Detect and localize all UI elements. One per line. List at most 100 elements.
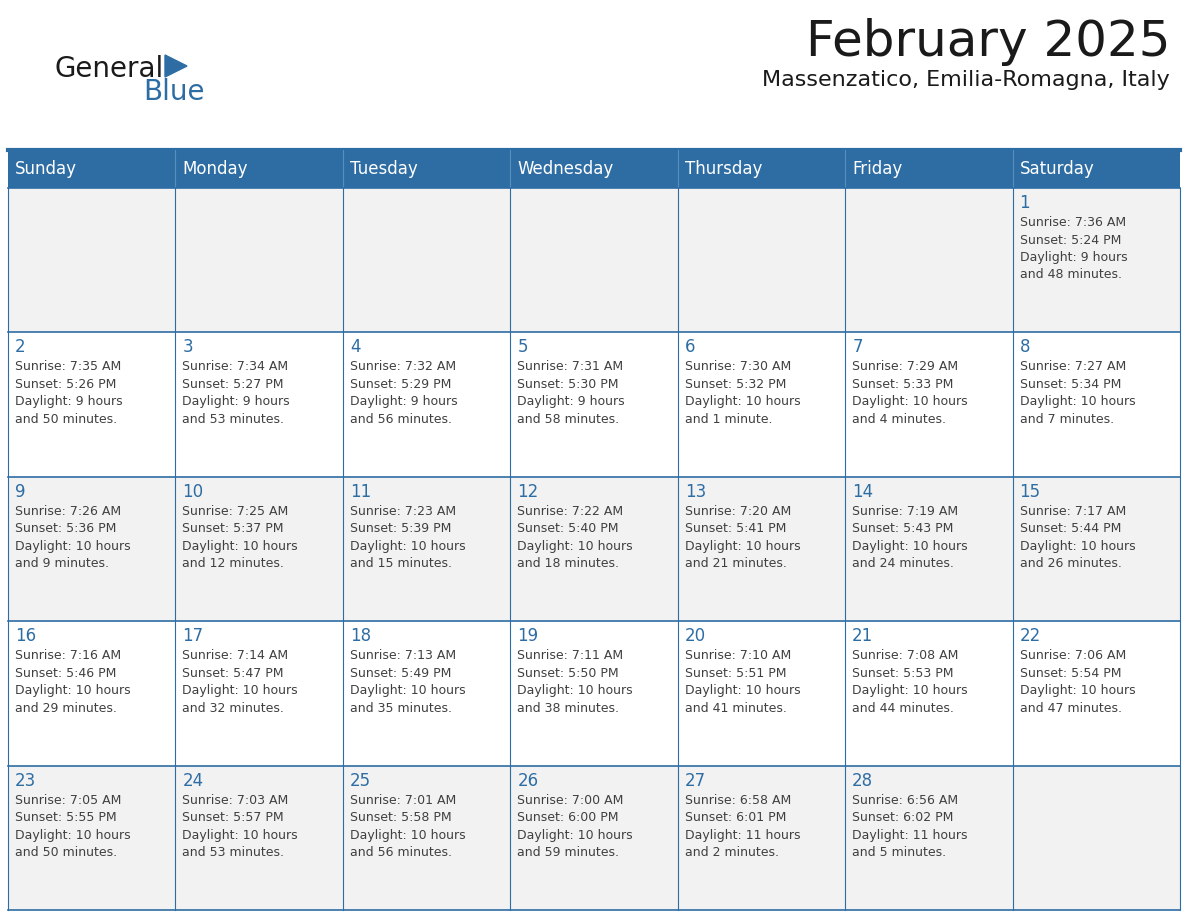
Text: Sunrise: 7:00 AM
Sunset: 6:00 PM
Daylight: 10 hours
and 59 minutes.: Sunrise: 7:00 AM Sunset: 6:00 PM Dayligh…: [517, 793, 633, 859]
Text: 11: 11: [349, 483, 371, 501]
Bar: [845, 766, 1012, 910]
Bar: [343, 621, 511, 766]
Text: Sunrise: 7:08 AM
Sunset: 5:53 PM
Daylight: 10 hours
and 44 minutes.: Sunrise: 7:08 AM Sunset: 5:53 PM Dayligh…: [852, 649, 968, 715]
Text: 5: 5: [517, 339, 527, 356]
Text: Sunrise: 7:06 AM
Sunset: 5:54 PM
Daylight: 10 hours
and 47 minutes.: Sunrise: 7:06 AM Sunset: 5:54 PM Dayligh…: [1019, 649, 1136, 715]
Bar: [677, 150, 845, 188]
Text: Sunrise: 7:35 AM
Sunset: 5:26 PM
Daylight: 9 hours
and 50 minutes.: Sunrise: 7:35 AM Sunset: 5:26 PM Dayligh…: [15, 361, 122, 426]
Text: 17: 17: [183, 627, 203, 645]
Text: 12: 12: [517, 483, 538, 501]
Text: Sunrise: 7:05 AM
Sunset: 5:55 PM
Daylight: 10 hours
and 50 minutes.: Sunrise: 7:05 AM Sunset: 5:55 PM Dayligh…: [15, 793, 131, 859]
Text: 15: 15: [1019, 483, 1041, 501]
Bar: [677, 476, 845, 621]
Text: Massenzatico, Emilia-Romagna, Italy: Massenzatico, Emilia-Romagna, Italy: [763, 70, 1170, 90]
Text: 18: 18: [349, 627, 371, 645]
Text: 13: 13: [684, 483, 706, 501]
Bar: [845, 150, 1012, 188]
Text: Sunrise: 7:19 AM
Sunset: 5:43 PM
Daylight: 10 hours
and 24 minutes.: Sunrise: 7:19 AM Sunset: 5:43 PM Dayligh…: [852, 505, 968, 570]
Text: Sunrise: 7:13 AM
Sunset: 5:49 PM
Daylight: 10 hours
and 35 minutes.: Sunrise: 7:13 AM Sunset: 5:49 PM Dayligh…: [349, 649, 466, 715]
Text: 10: 10: [183, 483, 203, 501]
Bar: [677, 188, 845, 332]
Text: 27: 27: [684, 772, 706, 789]
Text: Sunrise: 7:01 AM
Sunset: 5:58 PM
Daylight: 10 hours
and 56 minutes.: Sunrise: 7:01 AM Sunset: 5:58 PM Dayligh…: [349, 793, 466, 859]
Bar: [511, 332, 677, 476]
Bar: [845, 188, 1012, 332]
Text: 1: 1: [1019, 194, 1030, 212]
Bar: [8, 188, 176, 332]
Bar: [1012, 766, 1180, 910]
Text: 21: 21: [852, 627, 873, 645]
Bar: [511, 621, 677, 766]
Bar: [176, 766, 343, 910]
Bar: [176, 150, 343, 188]
Text: 24: 24: [183, 772, 203, 789]
Text: Sunrise: 7:11 AM
Sunset: 5:50 PM
Daylight: 10 hours
and 38 minutes.: Sunrise: 7:11 AM Sunset: 5:50 PM Dayligh…: [517, 649, 633, 715]
Bar: [8, 332, 176, 476]
Text: Sunrise: 6:58 AM
Sunset: 6:01 PM
Daylight: 11 hours
and 2 minutes.: Sunrise: 6:58 AM Sunset: 6:01 PM Dayligh…: [684, 793, 801, 859]
Text: 7: 7: [852, 339, 862, 356]
Text: Sunrise: 7:27 AM
Sunset: 5:34 PM
Daylight: 10 hours
and 7 minutes.: Sunrise: 7:27 AM Sunset: 5:34 PM Dayligh…: [1019, 361, 1136, 426]
Text: Sunrise: 7:30 AM
Sunset: 5:32 PM
Daylight: 10 hours
and 1 minute.: Sunrise: 7:30 AM Sunset: 5:32 PM Dayligh…: [684, 361, 801, 426]
Text: 8: 8: [1019, 339, 1030, 356]
Text: 28: 28: [852, 772, 873, 789]
Text: Friday: Friday: [852, 160, 903, 178]
Text: 16: 16: [15, 627, 36, 645]
Text: Sunrise: 7:20 AM
Sunset: 5:41 PM
Daylight: 10 hours
and 21 minutes.: Sunrise: 7:20 AM Sunset: 5:41 PM Dayligh…: [684, 505, 801, 570]
Bar: [845, 332, 1012, 476]
Bar: [677, 332, 845, 476]
Text: Monday: Monday: [183, 160, 248, 178]
Bar: [176, 188, 343, 332]
Bar: [343, 150, 511, 188]
Text: Sunrise: 7:25 AM
Sunset: 5:37 PM
Daylight: 10 hours
and 12 minutes.: Sunrise: 7:25 AM Sunset: 5:37 PM Dayligh…: [183, 505, 298, 570]
Bar: [677, 766, 845, 910]
Text: 4: 4: [349, 339, 360, 356]
Text: Sunrise: 7:31 AM
Sunset: 5:30 PM
Daylight: 9 hours
and 58 minutes.: Sunrise: 7:31 AM Sunset: 5:30 PM Dayligh…: [517, 361, 625, 426]
Text: Sunrise: 7:32 AM
Sunset: 5:29 PM
Daylight: 9 hours
and 56 minutes.: Sunrise: 7:32 AM Sunset: 5:29 PM Dayligh…: [349, 361, 457, 426]
Bar: [1012, 332, 1180, 476]
Text: February 2025: February 2025: [805, 18, 1170, 66]
Bar: [176, 332, 343, 476]
Bar: [845, 476, 1012, 621]
Text: 14: 14: [852, 483, 873, 501]
Text: Thursday: Thursday: [684, 160, 762, 178]
Bar: [8, 766, 176, 910]
Text: Sunrise: 7:17 AM
Sunset: 5:44 PM
Daylight: 10 hours
and 26 minutes.: Sunrise: 7:17 AM Sunset: 5:44 PM Dayligh…: [1019, 505, 1136, 570]
Bar: [343, 188, 511, 332]
Text: Sunrise: 7:34 AM
Sunset: 5:27 PM
Daylight: 9 hours
and 53 minutes.: Sunrise: 7:34 AM Sunset: 5:27 PM Dayligh…: [183, 361, 290, 426]
Bar: [343, 332, 511, 476]
Text: 23: 23: [15, 772, 37, 789]
Text: Sunrise: 7:26 AM
Sunset: 5:36 PM
Daylight: 10 hours
and 9 minutes.: Sunrise: 7:26 AM Sunset: 5:36 PM Dayligh…: [15, 505, 131, 570]
Text: Wednesday: Wednesday: [517, 160, 613, 178]
Text: 9: 9: [15, 483, 25, 501]
Text: Sunday: Sunday: [15, 160, 77, 178]
Text: Tuesday: Tuesday: [349, 160, 418, 178]
Bar: [8, 150, 176, 188]
Bar: [1012, 150, 1180, 188]
Bar: [511, 188, 677, 332]
Bar: [511, 150, 677, 188]
Text: 26: 26: [517, 772, 538, 789]
Text: Sunrise: 7:36 AM
Sunset: 5:24 PM
Daylight: 9 hours
and 48 minutes.: Sunrise: 7:36 AM Sunset: 5:24 PM Dayligh…: [1019, 216, 1127, 282]
Text: Sunrise: 7:16 AM
Sunset: 5:46 PM
Daylight: 10 hours
and 29 minutes.: Sunrise: 7:16 AM Sunset: 5:46 PM Dayligh…: [15, 649, 131, 715]
Bar: [8, 621, 176, 766]
Text: 25: 25: [349, 772, 371, 789]
Bar: [845, 621, 1012, 766]
Bar: [511, 766, 677, 910]
Text: 6: 6: [684, 339, 695, 356]
Bar: [1012, 188, 1180, 332]
Text: 20: 20: [684, 627, 706, 645]
Bar: [176, 476, 343, 621]
Text: General: General: [55, 55, 164, 83]
Bar: [343, 476, 511, 621]
Bar: [8, 476, 176, 621]
Polygon shape: [165, 55, 187, 77]
Text: Sunrise: 7:14 AM
Sunset: 5:47 PM
Daylight: 10 hours
and 32 minutes.: Sunrise: 7:14 AM Sunset: 5:47 PM Dayligh…: [183, 649, 298, 715]
Text: Sunrise: 7:22 AM
Sunset: 5:40 PM
Daylight: 10 hours
and 18 minutes.: Sunrise: 7:22 AM Sunset: 5:40 PM Dayligh…: [517, 505, 633, 570]
Text: Sunrise: 6:56 AM
Sunset: 6:02 PM
Daylight: 11 hours
and 5 minutes.: Sunrise: 6:56 AM Sunset: 6:02 PM Dayligh…: [852, 793, 968, 859]
Bar: [176, 621, 343, 766]
Bar: [511, 476, 677, 621]
Text: 19: 19: [517, 627, 538, 645]
Text: 3: 3: [183, 339, 194, 356]
Bar: [677, 621, 845, 766]
Text: 2: 2: [15, 339, 26, 356]
